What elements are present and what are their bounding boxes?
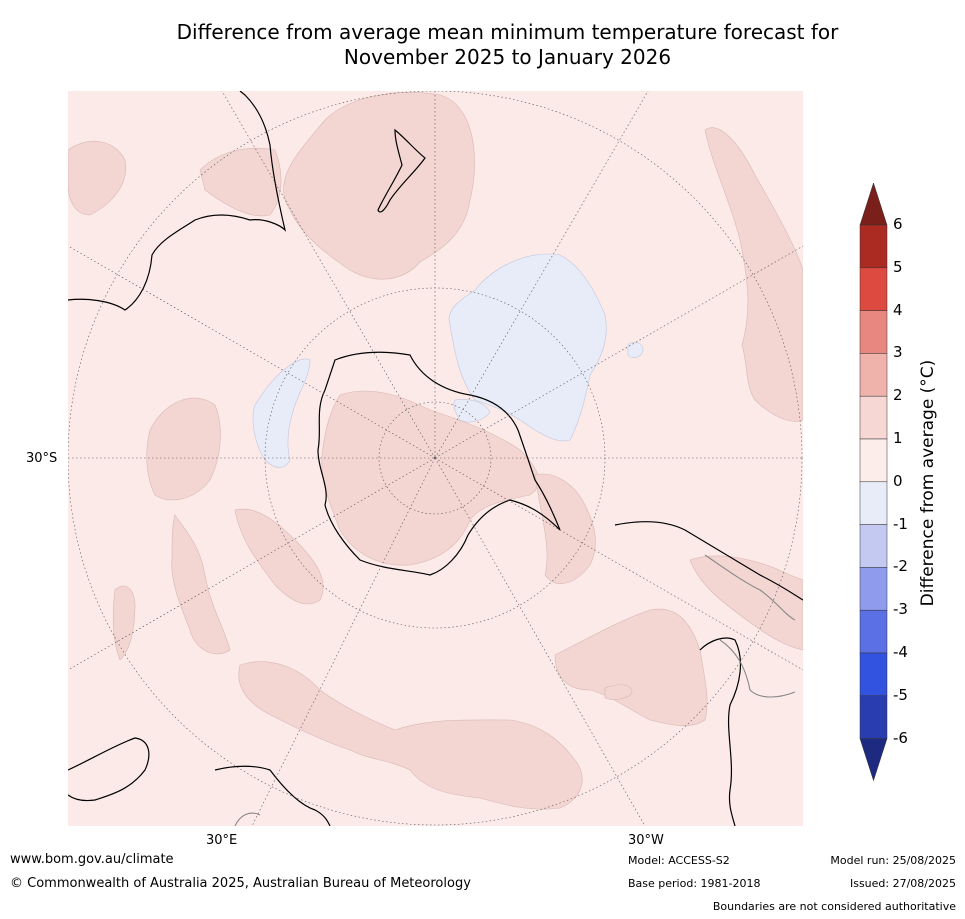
graticule-meridian-150e (221, 91, 436, 459)
colorbar-bin (859, 395, 888, 440)
colorbar-tick-label: 4 (893, 300, 903, 319)
website-link[interactable]: www.bom.gov.au/climate (10, 852, 174, 867)
cool-region-ross-pacific (448, 253, 607, 442)
warm-region-east-pacific (704, 127, 803, 422)
colorbar-tick-label: -4 (893, 643, 908, 661)
coast-south-america (614, 521, 803, 826)
border-south-america (704, 554, 796, 698)
warm-region-west-tasman (68, 141, 127, 216)
disclaimer-text: Boundaries are not considered authoritat… (712, 900, 956, 913)
colorbar-tick-label: -1 (893, 514, 908, 533)
issued-text: Issued: 27/08/2025 (849, 877, 956, 890)
warm-region-south-indian (146, 397, 221, 501)
graticule-meridian-120e (68, 245, 436, 459)
coast-madagascar (214, 765, 331, 826)
colorbar-bin (859, 310, 888, 354)
colorbar-tick-label: -2 (893, 557, 908, 576)
warm-region-kerguelen (234, 508, 324, 605)
warm-region-atlantic-south (238, 661, 583, 810)
colorbar-tick-label: -6 (893, 728, 908, 747)
warm-region-drake (534, 473, 596, 584)
colorbar-tick-label: 0 (893, 471, 903, 490)
warm-region-south-america (689, 555, 803, 651)
coast-antarctica (317, 351, 561, 576)
copyright-text: © Commonwealth of Australia 2025, Austra… (10, 876, 471, 891)
colorbar-bin (859, 524, 888, 568)
cool-region-bellingshausen (453, 399, 491, 423)
coast-africa (68, 737, 150, 802)
warm-region-southeast-atlantic (112, 585, 136, 661)
colorbar-bin (859, 267, 888, 311)
graticule-circle-30s (68, 91, 803, 826)
colorbar-bin (859, 567, 888, 611)
colorbar-under-arrow (859, 738, 888, 782)
border-africa (234, 812, 261, 826)
colorbar-bin (859, 481, 888, 525)
coast-new-zealand (377, 128, 426, 213)
colorbar-over-arrow (859, 182, 888, 226)
cool-anomaly-regions (252, 253, 644, 468)
warm-region-southwest-atlantic (554, 608, 708, 727)
lon-label-30e: 30°E (206, 833, 238, 848)
colorbar (859, 182, 888, 782)
warm-region-indian-south (171, 514, 231, 655)
graticule-meridian-30w (434, 457, 646, 826)
colorbar-tick-label: 6 (893, 215, 903, 233)
graticule (68, 91, 803, 826)
colorbar-bin (859, 609, 888, 654)
graticule-meridian-150w (434, 91, 649, 459)
title-line-1: Difference from average mean minimum tem… (176, 20, 839, 44)
cool-region-east-pacific-patch (627, 341, 644, 359)
graticule-meridian-120w (434, 245, 803, 459)
lat-label-30s: 30°S (26, 451, 58, 466)
colorbar-tick-label: 3 (893, 343, 903, 362)
lon-label-30w: 30°W (628, 833, 664, 848)
graticule-circle-70s (378, 401, 492, 515)
graticule-meridian-30e (251, 457, 436, 826)
colorbar-tick-label: -5 (893, 685, 908, 704)
colorbar-tick-label: -3 (893, 600, 908, 619)
model-run-text: Model run: 25/08/2025 (830, 854, 956, 867)
warm-region-tasman (283, 92, 475, 280)
colorbar-title: Difference from average (°C) (918, 359, 938, 607)
cool-region-enderby (252, 358, 311, 468)
graticule-meridian-60w (434, 457, 803, 671)
warm-anomaly-regions (68, 92, 803, 810)
colorbar-bin (859, 438, 888, 483)
chart-title: Difference from average mean minimum tem… (0, 20, 965, 70)
title-line-2: November 2025 to January 2026 (343, 45, 672, 69)
colorbar-tick-label: 2 (893, 386, 903, 405)
colorbar-bin (859, 353, 888, 397)
graticule-meridian-60e (68, 457, 436, 671)
coastlines (68, 91, 803, 826)
colorbar-bin (859, 652, 888, 697)
model-text: Model: ACCESS-S2 (628, 854, 730, 867)
coast-australia (68, 91, 287, 311)
base-period-text: Base period: 1981-2018 (628, 877, 761, 890)
colorbar-tick-label: 1 (893, 429, 903, 447)
warm-region-falklands (604, 684, 633, 700)
colorbar-bin (859, 224, 888, 269)
colorbar-bin (859, 695, 888, 739)
colorbar-tick-label: 5 (893, 257, 903, 276)
borders (234, 554, 796, 826)
